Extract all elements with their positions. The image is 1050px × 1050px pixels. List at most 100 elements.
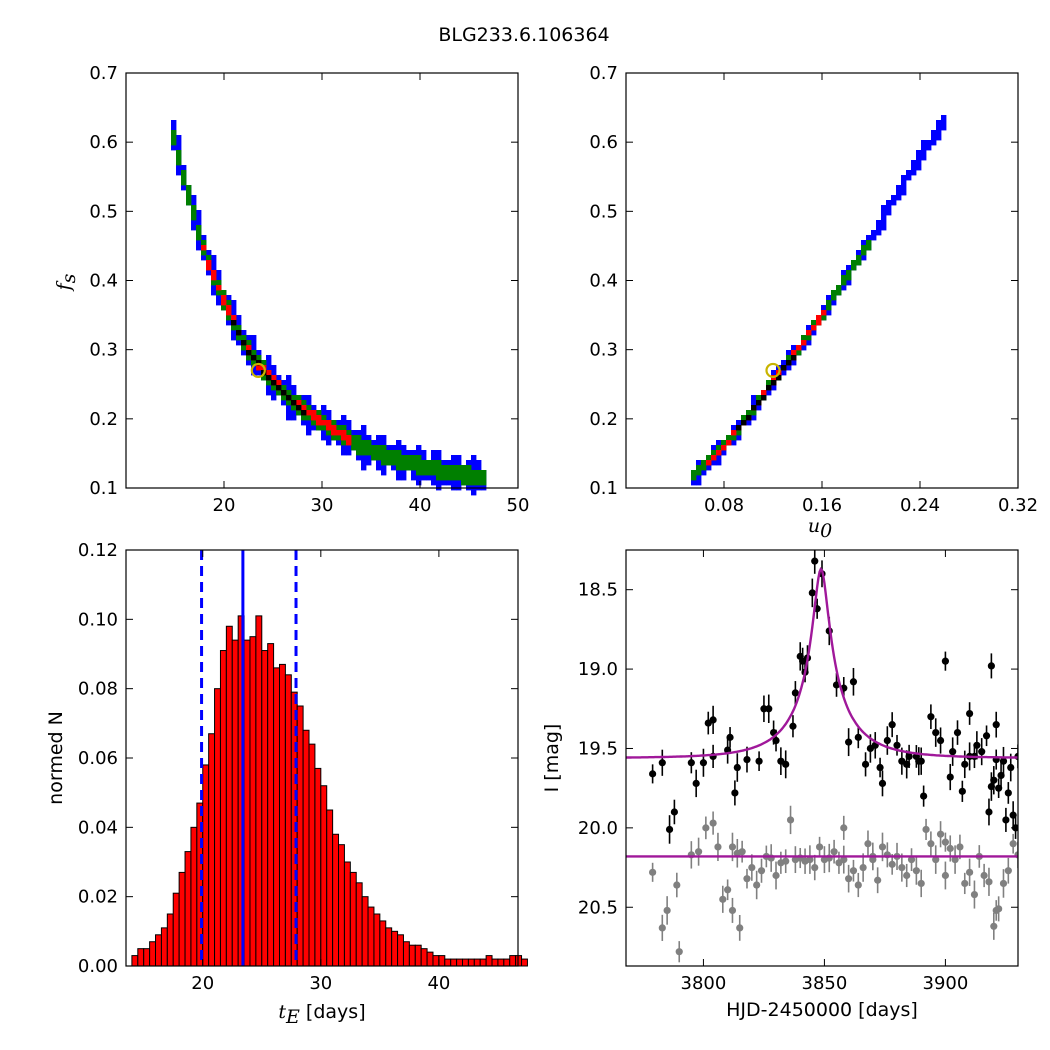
histogram-bar	[343, 861, 351, 967]
y-tick-label: 0.3	[589, 340, 618, 361]
histogram-bar	[155, 934, 162, 967]
black-point	[985, 808, 993, 816]
black-point	[982, 732, 991, 740]
histogram-bar	[137, 948, 145, 967]
blue-cell	[876, 220, 882, 236]
histogram-bar	[438, 955, 446, 967]
black-cell	[266, 375, 272, 381]
gray-point	[658, 924, 666, 932]
y-tick-label: 19.5	[578, 738, 618, 759]
y-tick-label: 0.10	[78, 609, 118, 630]
y-tick-label: 0.06	[78, 748, 118, 769]
gray-point	[917, 879, 925, 888]
y-tick-label: 0.2	[589, 409, 618, 430]
histogram-bar	[314, 767, 322, 967]
red-cell	[801, 340, 807, 346]
red-cell	[821, 310, 827, 316]
green-cell	[456, 465, 462, 481]
black-point	[1004, 789, 1012, 797]
green-cell	[826, 300, 832, 311]
green-cell	[421, 460, 427, 476]
histogram-bar	[332, 833, 340, 967]
green-cell	[181, 170, 187, 186]
black-point	[936, 736, 945, 745]
gray-point	[753, 881, 761, 889]
histogram-bar	[456, 958, 464, 967]
green-cell	[691, 470, 697, 481]
y-tick-label: 18.5	[578, 580, 618, 601]
green-cell	[696, 465, 702, 476]
x-tick-label: 30	[311, 495, 334, 516]
blue-cell	[921, 140, 927, 161]
histogram-bar	[444, 958, 452, 967]
lightcurve-data	[626, 550, 1018, 963]
histogram-bar	[361, 896, 369, 967]
gray-point	[970, 890, 979, 899]
green-cell	[171, 130, 177, 146]
black-cell	[251, 355, 257, 361]
black-point	[1007, 763, 1015, 772]
gray-point	[782, 857, 790, 865]
green-cell	[186, 185, 192, 206]
black-point	[905, 752, 913, 761]
y-tick-label: 0.3	[89, 340, 118, 361]
red-cell	[716, 450, 722, 456]
histogram-bar	[367, 906, 375, 967]
histogram-bar	[267, 643, 275, 967]
red-cell	[321, 420, 327, 426]
red-cell	[226, 305, 232, 316]
gray-point	[990, 922, 998, 930]
histogram-bar	[149, 941, 157, 967]
histogram-bar	[391, 930, 399, 967]
black-point	[893, 741, 901, 749]
y-axis-label: fs	[53, 273, 80, 292]
gray-point	[878, 843, 887, 851]
model-curve	[626, 566, 1018, 759]
red-cell	[811, 325, 817, 331]
black-point	[978, 748, 986, 756]
black-point	[949, 748, 957, 756]
histogram-bar	[131, 955, 139, 967]
fs-vs-u0-panel: 0.08 0.16 0.24 0.32 0.1 0.2 0.3 0.4 0.5 0.6 0.7 u0	[589, 63, 1038, 542]
black-point	[808, 589, 816, 597]
histogram-bar	[296, 705, 304, 967]
histogram-bar	[326, 809, 334, 967]
green-cell	[461, 465, 467, 486]
y-tick-label: 0.7	[89, 63, 118, 84]
gray-point	[995, 905, 1003, 913]
blue-cell	[926, 140, 932, 151]
gray-point	[815, 843, 824, 851]
histogram-bar	[373, 913, 381, 967]
x-axis-label: u0	[808, 515, 832, 542]
y-tick-label: 0.4	[589, 271, 618, 292]
black-point	[726, 733, 734, 741]
green-cell	[436, 460, 442, 481]
green-cell	[361, 440, 367, 456]
black-point	[966, 709, 974, 718]
histogram-bar	[338, 844, 345, 967]
gray-point	[786, 816, 795, 824]
gray-point	[932, 856, 940, 864]
histogram-bar	[255, 615, 263, 967]
black-point	[709, 716, 717, 724]
y-tick-label: 20.5	[578, 897, 618, 918]
histogram-bar	[385, 927, 393, 967]
gray-point	[694, 848, 703, 856]
y-tick-label: 0.5	[589, 201, 618, 222]
blue-cell	[881, 205, 887, 231]
black-point	[687, 759, 695, 767]
histogram-bar	[349, 871, 357, 967]
black-cell	[256, 360, 262, 366]
gray-point	[830, 848, 838, 856]
green-cell	[471, 470, 477, 486]
gray-point	[757, 867, 766, 875]
histogram-bar	[184, 851, 192, 967]
black-cell	[776, 375, 782, 381]
gray-point	[663, 906, 671, 915]
green-cell	[426, 460, 432, 476]
red-cell	[306, 410, 312, 416]
histogram-bar	[467, 958, 475, 967]
green-cell	[851, 260, 857, 271]
gray-point	[719, 895, 727, 903]
gray-point	[912, 867, 920, 875]
